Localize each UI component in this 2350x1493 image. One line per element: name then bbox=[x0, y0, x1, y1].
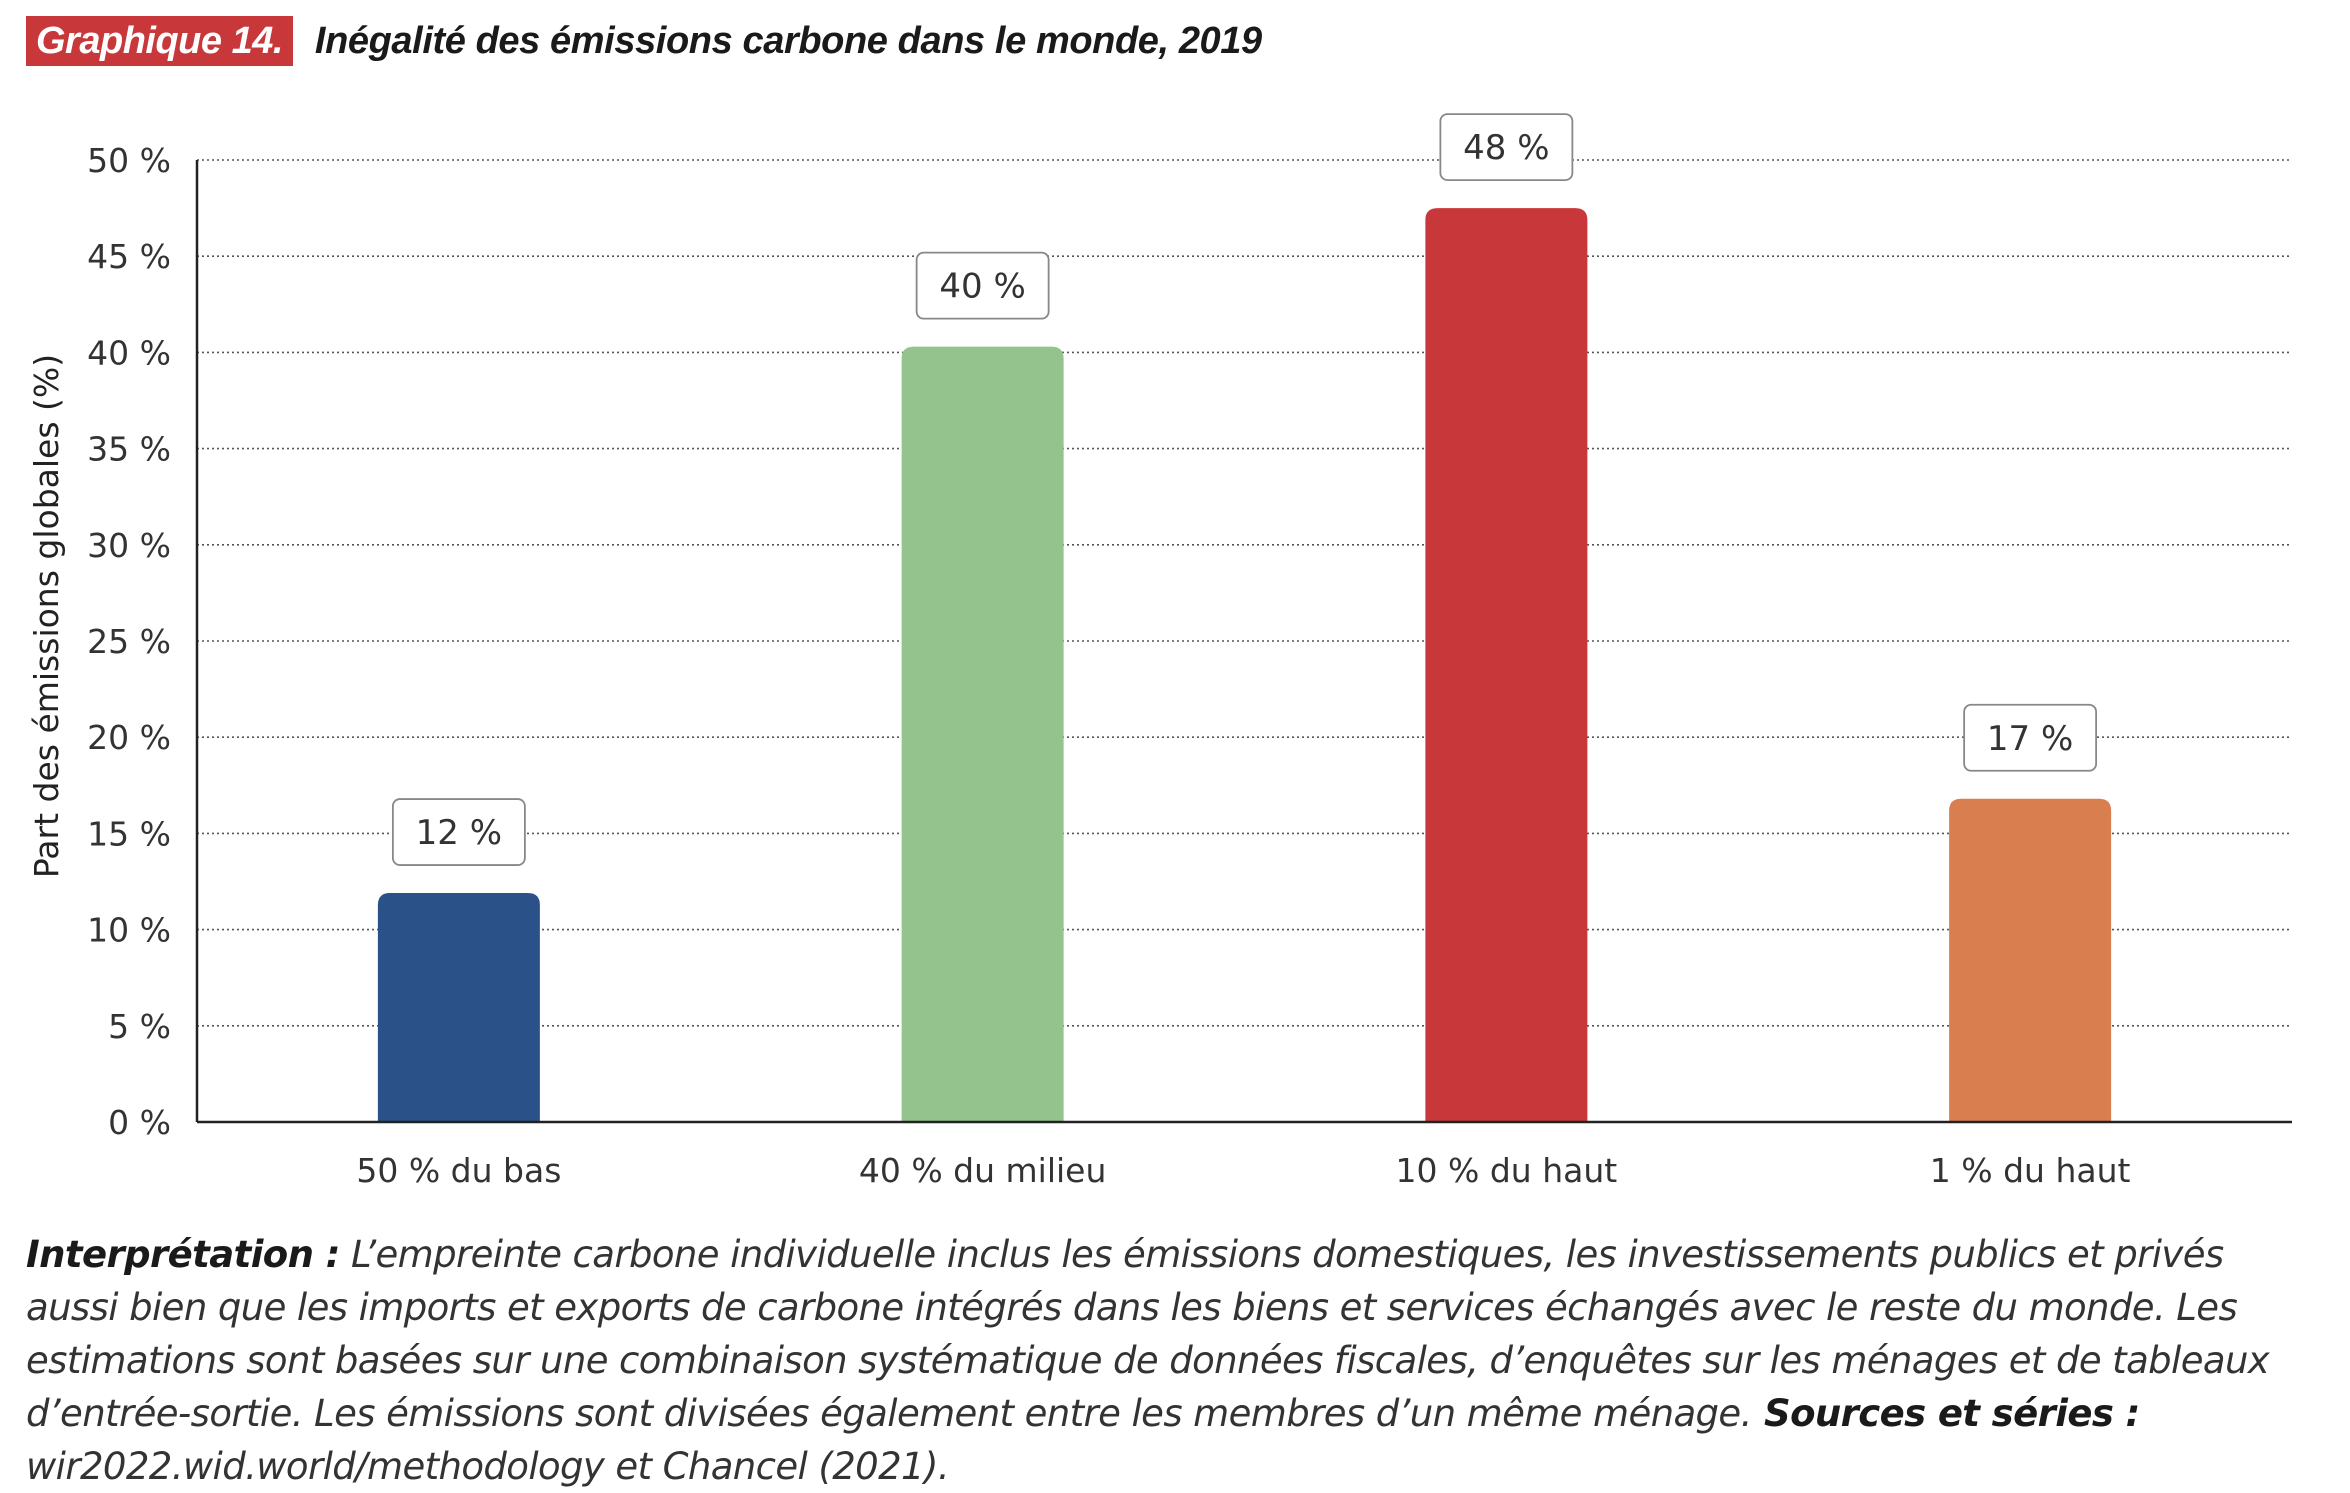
interpretation-label: Interprétation : bbox=[26, 1233, 340, 1276]
y-tick-label: 50 % bbox=[87, 141, 171, 180]
bar-3 bbox=[1425, 208, 1588, 1123]
y-tick-label: 20 % bbox=[87, 718, 171, 757]
data-label: 48 % bbox=[1463, 128, 1549, 168]
data-label-box bbox=[1439, 113, 1574, 181]
bar-4 bbox=[1949, 798, 2112, 1122]
category-label: 10 % du haut bbox=[1396, 1151, 1618, 1190]
y-tick-label: 40 % bbox=[87, 333, 171, 372]
category-label: 1 % du haut bbox=[1930, 1151, 2131, 1190]
y-axis-label: Part des émissions globales (%) bbox=[27, 354, 66, 878]
y-tick-label: 15 % bbox=[87, 814, 171, 853]
bar-chart: 0 % 5 % 10 % 15 % 20 % 25 % 30 % 35 % 40 % 45 % 50… bbox=[27, 113, 2292, 1190]
chart-title: Inégalité des émissions carbone dans le … bbox=[314, 19, 1262, 62]
y-tick-label: 35 % bbox=[87, 430, 171, 469]
bar-1 bbox=[377, 893, 540, 1122]
interpretation-note: Interprétation : L’empreinte carbone ind… bbox=[26, 1228, 2326, 1493]
category-label: 40 % du milieu bbox=[859, 1151, 1107, 1190]
data-label-box bbox=[391, 798, 526, 866]
data-label: 12 % bbox=[416, 813, 502, 853]
category-label: 50 % du bas bbox=[356, 1151, 561, 1190]
data-label-box bbox=[1963, 703, 2098, 772]
sources-text: wir2022.wid.world/methodology et Chancel… bbox=[26, 1445, 950, 1488]
y-axis-ticks: 0 % 5 % 10 % 15 % 20 % 25 % 30 % 35 % 40 % 45 % 50… bbox=[87, 141, 171, 1142]
y-tick-label: 0 % bbox=[108, 1103, 171, 1142]
chart-header: Graphique 14. Inégalité des émissions ca… bbox=[26, 14, 1262, 68]
bar-2 bbox=[901, 346, 1064, 1122]
y-tick-label: 30 % bbox=[87, 526, 171, 565]
interpretation-text: L’empreinte carbone individuelle inclus … bbox=[26, 1233, 2270, 1435]
y-tick-label: 10 % bbox=[87, 911, 171, 950]
bars bbox=[377, 208, 2112, 1123]
y-tick-label: 5 % bbox=[108, 1007, 171, 1046]
data-label: 40 % bbox=[939, 267, 1025, 307]
figure-label: Graphique 14. bbox=[26, 16, 293, 66]
data-labels: 12 % 40 % 48 % 17 % bbox=[391, 113, 2098, 866]
y-tick-label: 45 % bbox=[87, 237, 171, 276]
sources-label: Sources et séries : bbox=[1751, 1392, 2140, 1435]
gridlines bbox=[197, 159, 2292, 1027]
y-tick-label: 25 % bbox=[87, 622, 171, 661]
x-axis-categories: 50 % du bas 40 % du milieu 10 % du haut 1 %… bbox=[356, 1151, 2130, 1190]
data-label-box bbox=[915, 251, 1050, 320]
data-label: 17 % bbox=[1987, 719, 2073, 759]
